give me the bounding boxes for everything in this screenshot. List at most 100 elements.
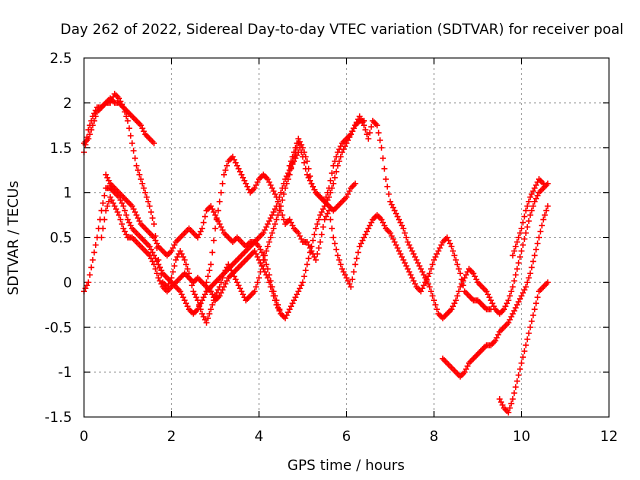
series-track-4 [81, 95, 157, 147]
data-point [428, 288, 435, 295]
data-point [521, 213, 528, 220]
data-point [89, 122, 96, 129]
data-point [305, 255, 312, 262]
data-point [321, 198, 328, 205]
data-point [431, 297, 437, 304]
series-track-1 [81, 90, 359, 326]
data-point [524, 203, 531, 210]
data-point [276, 203, 283, 210]
data-point [505, 409, 512, 416]
data-point [544, 279, 551, 286]
data-point [273, 194, 280, 201]
data-point [120, 203, 127, 210]
data-point [267, 283, 274, 290]
data-point [518, 225, 525, 232]
data-point [209, 249, 216, 256]
data-point [530, 312, 537, 319]
data-point [543, 207, 550, 214]
data-point [203, 279, 210, 286]
data-point [522, 230, 529, 237]
data-point [517, 366, 524, 373]
data-point [508, 288, 515, 295]
data-point [378, 144, 385, 151]
x-tick-label: 8 [430, 429, 439, 445]
data-point [289, 153, 296, 160]
data-point [277, 207, 284, 214]
y-tick-label: 0 [63, 275, 72, 291]
data-point [85, 135, 92, 142]
data-point [333, 246, 340, 253]
data-point [145, 198, 152, 205]
data-point [266, 238, 273, 245]
data-point [118, 221, 125, 228]
y-tick-label: -1 [58, 365, 72, 381]
y-tick-label: 2.5 [50, 51, 72, 67]
data-point [382, 176, 389, 183]
data-point [200, 219, 207, 226]
data-point [355, 249, 362, 256]
data-point [540, 180, 547, 187]
data-point [288, 158, 295, 165]
data-point [88, 264, 95, 271]
data-point [261, 256, 268, 263]
data-point [279, 185, 286, 192]
data-point [455, 288, 462, 295]
data-point [326, 207, 332, 214]
data-point [509, 252, 516, 259]
series-track-7 [286, 117, 367, 205]
data-point [324, 189, 331, 196]
data-point [304, 261, 311, 268]
data-point [91, 117, 98, 124]
data-point [333, 168, 340, 175]
data-point [426, 283, 433, 290]
data-point [505, 297, 512, 304]
data-point [336, 256, 343, 263]
y-tick-label: 2 [63, 96, 72, 112]
data-point [327, 177, 334, 184]
data-point [403, 234, 410, 241]
data-point [515, 372, 522, 379]
x-tick-label: 2 [167, 429, 176, 445]
data-point [514, 238, 521, 245]
data-point [264, 243, 271, 250]
data-point [130, 147, 137, 154]
data-point [99, 200, 106, 207]
data-point [460, 282, 467, 289]
data-point [149, 215, 156, 222]
data-point [527, 212, 534, 219]
x-tick-label: 4 [255, 429, 264, 445]
data-point [517, 253, 524, 260]
data-point [519, 241, 526, 248]
data-point [121, 207, 128, 214]
data-marks [81, 90, 551, 416]
data-point [530, 203, 537, 210]
data-point [385, 191, 392, 198]
data-point [515, 259, 522, 266]
data-point [291, 149, 297, 156]
data-point [305, 165, 312, 172]
data-point [148, 209, 155, 216]
data-point [531, 252, 538, 259]
data-point [209, 301, 216, 308]
data-point [253, 283, 260, 290]
data-point [454, 261, 461, 268]
data-point [213, 216, 220, 223]
data-point [350, 268, 357, 275]
data-point [519, 354, 526, 361]
data-point [525, 198, 532, 205]
y-tick-label: 0.5 [50, 231, 72, 247]
data-point [508, 400, 515, 407]
data-point [320, 224, 327, 231]
data-point [525, 330, 532, 337]
data-point [312, 225, 319, 232]
data-point [330, 162, 337, 169]
data-point [323, 194, 330, 201]
data-point [544, 203, 551, 210]
data-point [91, 249, 98, 256]
data-point [432, 301, 439, 308]
data-point [123, 212, 130, 219]
data-point [256, 274, 262, 281]
data-point [512, 243, 519, 250]
data-point [528, 264, 535, 271]
data-point [143, 194, 150, 201]
